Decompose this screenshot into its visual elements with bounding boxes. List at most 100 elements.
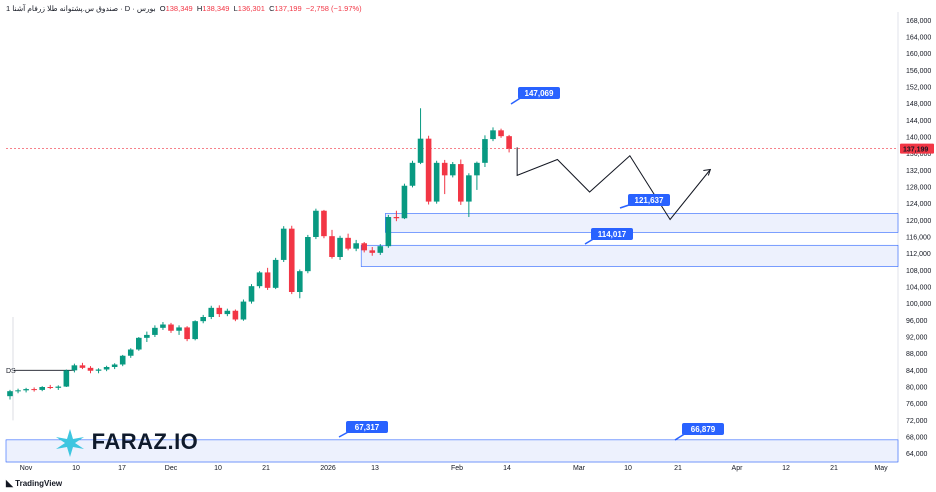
candle-body [297,271,303,292]
candle-body [466,175,472,202]
candle-body [417,138,424,163]
price-tick-label: 144,000 [906,118,931,125]
candle-body [305,237,311,272]
candle-body [482,139,488,163]
price-callout: 114,017 [584,228,633,245]
watermark-text: FARAZ.IO [91,428,199,454]
candle-body [55,386,62,388]
symbol-header: 1 صندوق س.پشتوانه طلا زرفام آشنا · D · ب… [6,4,362,13]
high-value: 138,349 [202,4,230,13]
time-tick-label: May [874,465,888,472]
candle-body [87,367,94,371]
candle-body [224,310,231,315]
candle-body [184,327,190,340]
candle-body [23,389,29,391]
projection-arrow-head [703,168,712,176]
candle-body [353,243,359,249]
candle-body [208,307,215,317]
time-tick-label: 17 [118,465,126,472]
price-tick-label: 168,000 [906,18,931,25]
time-tick-label: 10 [624,465,632,472]
annotation-label: DS [6,368,16,375]
price-callout: 147,069 [510,87,560,105]
candle-body [248,286,255,302]
price-tick-label: 124,000 [906,201,931,208]
time-tick-label: 21 [674,465,682,472]
callout-bg [682,423,724,435]
last-price-badge: 137,199 [900,143,934,154]
candle-body [119,355,126,365]
candle-body [39,387,45,390]
candle-body [264,272,271,288]
candle-body [345,237,351,249]
price-tick-label: 160,000 [906,51,931,58]
callout-label: 121,637 [635,196,664,205]
change-value: −2,758 (−1.97%) [305,4,362,13]
time-tick-label: Apr [732,465,744,472]
callout-label: 67,317 [355,423,380,432]
callout-bg [628,194,670,206]
candle-body [425,138,432,202]
candle-body [95,369,102,371]
price-tick-label: 88,000 [906,351,928,358]
candle-body [47,387,54,388]
price-callout: 66,879 [674,423,724,441]
faraz-logo-icon [56,429,84,457]
candle-body [232,310,239,320]
time-tick-label: 14 [503,465,511,472]
price-tick-label: 156,000 [906,68,931,75]
candle-body [152,327,158,335]
tradingview-footer[interactable]: ◣ TradingView [6,478,62,489]
last-price-label: 137,199 [903,147,928,154]
candle-body [288,228,295,292]
price-tick-label: 112,000 [906,251,931,258]
candle-body [337,237,343,257]
price-tick-label: 64,000 [906,451,928,458]
price-tick-label: 116,000 [906,235,931,242]
price-tick-label: 164,000 [906,35,931,42]
candle-body [385,217,392,247]
candle-body [409,162,416,186]
candle-body [136,337,142,350]
time-tick-label: Nov [20,465,33,472]
candle-body [79,365,86,368]
last-price-badge-bg [900,143,934,154]
time-tick-label: Feb [451,465,463,472]
price-tick-label: 72,000 [906,418,928,425]
candle-body [313,210,319,237]
tradingview-brand: TradingView [15,479,63,488]
callout-label: 147,069 [525,89,554,98]
candle-body [200,317,206,322]
watermark: FARAZ.IO [55,428,198,458]
open-value: 138,349 [165,4,193,13]
candle-body [458,164,464,202]
price-tick-label: 80,000 [906,385,928,392]
candle-body [329,236,335,257]
candle-body [280,228,287,260]
low-value: 136,301 [237,4,265,13]
price-tick-label: 136,000 [906,151,931,158]
candle-body [377,246,384,253]
candle-body [31,389,37,391]
support-zone [360,244,899,267]
candle-body [506,136,512,149]
callout-bg [591,228,633,240]
candle-body [216,307,223,315]
price-tick-label: 76,000 [906,401,928,408]
candle-body [361,243,367,251]
candle-body [321,210,327,237]
candle-body [449,164,456,176]
candle-body [240,301,247,320]
candle-body [168,324,174,331]
price-callout: 67,317 [338,421,388,438]
candle-body [401,185,408,219]
candle-body [393,217,400,219]
callout-label: 66,879 [691,425,716,434]
time-tick-label: Mar [573,465,586,472]
symbol-name: 1 صندوق س.پشتوانه طلا زرفام آشنا · D · ب… [6,4,156,13]
callout-bg [346,421,388,433]
candle-body [71,365,78,371]
projection-path [516,147,711,221]
time-tick-label: 2026 [320,465,336,472]
